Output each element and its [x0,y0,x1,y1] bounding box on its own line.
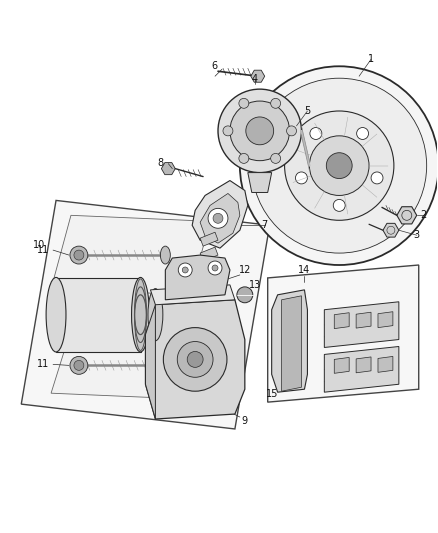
Circle shape [74,250,84,260]
Ellipse shape [131,278,149,352]
Ellipse shape [148,288,163,341]
Circle shape [310,127,322,140]
Polygon shape [272,290,307,392]
Circle shape [213,213,223,223]
Text: 3: 3 [413,230,420,240]
Text: 7: 7 [261,220,268,230]
Polygon shape [324,302,399,348]
Polygon shape [356,312,371,328]
Circle shape [230,101,290,160]
Circle shape [240,66,438,265]
Text: 8: 8 [157,158,163,168]
Circle shape [237,287,253,303]
Circle shape [208,208,228,228]
Polygon shape [51,215,210,295]
Polygon shape [248,173,272,192]
Polygon shape [397,207,417,224]
Polygon shape [334,358,349,373]
Polygon shape [200,193,240,243]
Text: 10: 10 [33,240,45,250]
Polygon shape [56,278,141,352]
Text: 12: 12 [239,265,251,275]
Text: 6: 6 [211,61,217,71]
Text: 11: 11 [37,245,49,255]
Circle shape [70,246,88,264]
Circle shape [285,111,394,220]
Polygon shape [51,329,210,399]
Polygon shape [324,346,399,392]
Circle shape [178,263,192,277]
Circle shape [223,126,233,136]
Polygon shape [251,70,265,82]
Text: 13: 13 [249,280,261,290]
Text: 14: 14 [298,265,311,275]
Text: 4: 4 [252,74,258,84]
Circle shape [333,199,345,212]
Circle shape [326,153,352,179]
Circle shape [187,351,203,367]
Circle shape [208,261,222,275]
Circle shape [163,328,227,391]
Ellipse shape [134,279,146,351]
Circle shape [271,154,281,164]
Circle shape [239,154,249,164]
Ellipse shape [46,278,66,352]
Polygon shape [268,265,419,402]
Text: 15: 15 [265,389,278,399]
Circle shape [212,265,218,271]
Polygon shape [334,313,349,329]
Polygon shape [192,181,248,248]
Circle shape [246,117,274,145]
Polygon shape [21,200,270,429]
Circle shape [309,136,369,196]
Circle shape [218,89,301,173]
Polygon shape [200,232,218,246]
Polygon shape [150,285,235,305]
Circle shape [296,172,307,184]
Circle shape [70,357,88,374]
Circle shape [357,127,368,140]
Polygon shape [356,357,371,373]
Polygon shape [378,357,393,373]
Ellipse shape [160,357,170,374]
Polygon shape [282,296,301,391]
Polygon shape [165,255,230,300]
Circle shape [239,99,249,108]
Circle shape [252,78,427,253]
Text: 11: 11 [37,359,49,369]
Polygon shape [145,305,155,419]
Circle shape [182,267,188,273]
Polygon shape [383,223,399,237]
Circle shape [271,99,281,108]
Text: 5: 5 [304,106,311,116]
Circle shape [371,172,383,184]
Text: 9: 9 [242,416,248,426]
Polygon shape [145,300,245,419]
Text: 2: 2 [420,211,427,220]
Text: 1: 1 [368,54,374,64]
Polygon shape [161,163,175,175]
Ellipse shape [160,246,170,264]
Circle shape [177,342,213,377]
Circle shape [74,360,84,370]
Polygon shape [378,312,393,328]
Polygon shape [200,247,218,261]
Circle shape [286,126,297,136]
